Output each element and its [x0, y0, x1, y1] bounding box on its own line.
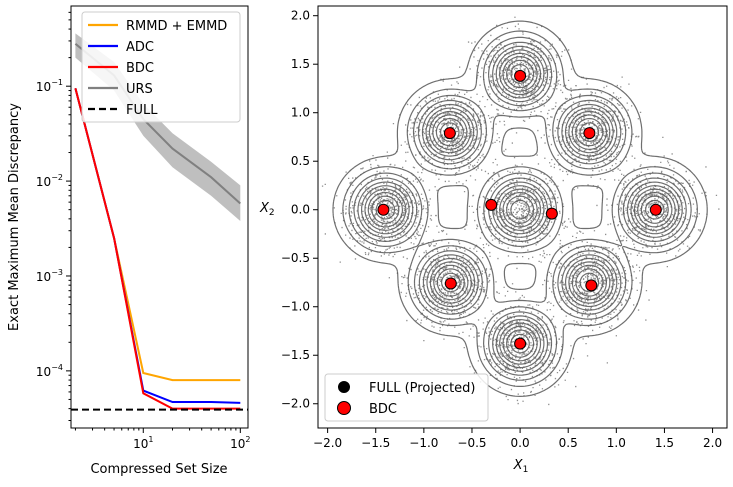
right-x-tick-label: −2.0 — [313, 436, 342, 450]
contour-line — [367, 56, 673, 362]
bdc-point — [377, 203, 390, 216]
left-legend-label: RMMD + EMMD — [126, 19, 227, 34]
left-legend-box — [81, 11, 241, 123]
left-legend-label: BDC — [126, 61, 154, 76]
bdc-point — [585, 279, 598, 292]
bdc-points — [377, 69, 662, 350]
contour-line — [348, 36, 692, 381]
left-legend-label: ADC — [126, 40, 154, 55]
left-y-axis-label: Exact Maximum Mean Discrepancy — [7, 103, 22, 331]
right-y-tick-label: −1.0 — [281, 300, 310, 314]
right-x-tick-label: 1.5 — [655, 436, 674, 450]
right-legend: FULL (Projected) BDC — [324, 373, 489, 422]
series-line-bdc — [74, 88, 241, 410]
left-axis-ticks: 101 102 10−4 10−3 10−2 10−1 — [36, 11, 251, 451]
left-y-tick-label: 10−1 — [36, 78, 63, 94]
right-y-tick-label: 0.0 — [291, 203, 310, 217]
right-legend-marker — [337, 401, 351, 415]
right-x-tick-label: 0.5 — [559, 436, 578, 450]
bdc-point — [443, 127, 456, 140]
bdc-point — [444, 277, 457, 290]
right-y-axis-label: X2 — [259, 201, 275, 218]
right-x-tick-label: −1.5 — [361, 436, 390, 450]
right-y-tick-label: 1.5 — [291, 57, 310, 71]
left-y-tick-label: 10−3 — [36, 268, 63, 284]
right-legend-marker — [338, 381, 350, 393]
contour-line — [371, 59, 669, 358]
bdc-point — [583, 127, 596, 140]
right-y-tick-label: −2.0 — [281, 397, 310, 411]
right-y-tick-label: 0.5 — [291, 154, 310, 168]
bdc-point — [545, 207, 558, 220]
contour-line — [353, 41, 687, 376]
bdc-point — [514, 69, 527, 82]
right-axis-ticks: −2.0 −1.5 −1.0 −0.5 0.0 0.5 1.0 1.5 2.0 −2.0 −1.5 −… — [281, 9, 722, 450]
left-x-tick-label: 101 — [133, 435, 153, 451]
bdc-point — [514, 337, 527, 350]
right-legend-label: FULL (Projected) — [369, 381, 475, 396]
right-x-tick-label: 1.0 — [607, 436, 626, 450]
right-x-tick-label: −0.5 — [457, 436, 486, 450]
right-x-tick-label: −1.0 — [409, 436, 438, 450]
left-x-axis-label: Compressed Set Size — [90, 462, 227, 477]
right-legend-label: BDC — [369, 402, 397, 417]
right-plot-area — [318, 16, 727, 406]
right-y-tick-label: 1.0 — [291, 106, 310, 120]
contour-line — [364, 52, 676, 365]
left-y-tick-label: 10−4 — [36, 363, 63, 379]
left-y-tick-label: 10−2 — [36, 173, 63, 189]
right-y-tick-label: 2.0 — [291, 9, 310, 23]
left-axes-frame — [70, 5, 249, 429]
left-legend-label: FULL — [126, 103, 158, 118]
contour-line — [332, 20, 708, 397]
right-axes-frame — [317, 5, 728, 429]
contour-line — [361, 49, 680, 369]
right-x-tick-label: 0.0 — [511, 436, 530, 450]
contour-line — [357, 45, 683, 372]
bdc-point — [485, 198, 498, 211]
right-legend-box — [324, 373, 489, 422]
right-y-tick-label: −1.5 — [281, 348, 310, 362]
bdc-point — [649, 203, 662, 216]
right-y-tick-label: −0.5 — [281, 251, 310, 265]
left-x-tick-label: 102 — [230, 435, 250, 451]
density-contours — [332, 20, 708, 397]
right-x-axis-label: X1 — [513, 458, 529, 475]
left-legend-label: URS — [126, 82, 153, 97]
contour-line — [375, 64, 665, 354]
left-legend: RMMD + EMMD ADC BDC URS FULL — [81, 11, 241, 123]
contour-line — [342, 30, 698, 387]
right-x-tick-label: 2.0 — [703, 436, 722, 450]
